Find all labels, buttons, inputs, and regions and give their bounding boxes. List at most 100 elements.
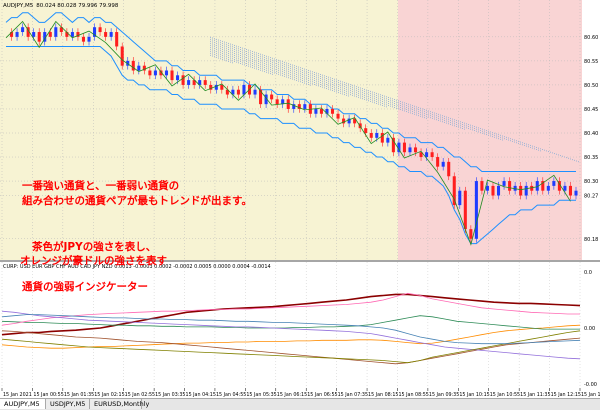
strength-line-gbp — [1, 330, 581, 365]
price-candle — [48, 32, 52, 37]
indicator-pane-bg — [0, 262, 582, 388]
price-candle — [54, 27, 58, 37]
price-candle — [37, 32, 41, 42]
x-tick-label: 15 Jan 07:35 — [338, 392, 368, 398]
price-candle — [21, 27, 25, 33]
price-candle — [259, 89, 263, 105]
price-y-tick-label: 80.30 — [584, 179, 598, 185]
x-tick-label: 15 Jan 10:55 — [490, 392, 520, 398]
price-candle — [209, 84, 213, 90]
strength-line-eur — [1, 324, 581, 349]
x-tick-label: 15 Jan 09:35 — [429, 392, 459, 398]
price-candle — [347, 118, 351, 124]
x-tick-label: 15 Jan 08:15 — [368, 392, 398, 398]
price-candle — [214, 84, 218, 90]
price-candle — [386, 137, 390, 143]
time-axis: 15 Jan 2021 15 Jan 00:55 15 Jan 01:35 15 Ja… — [1, 388, 600, 398]
price-y-tick-label: 80.35 — [584, 155, 598, 161]
price-candle — [408, 147, 412, 153]
price-candle — [115, 32, 119, 47]
price-candle — [131, 60, 135, 71]
price-candle — [375, 133, 379, 138]
price-candle — [203, 80, 207, 85]
price-y-tick-label: 80.50 — [584, 83, 598, 89]
price-candle — [508, 181, 512, 191]
x-tick-label: 15 Jan 12:15 — [551, 392, 581, 398]
price-candle — [253, 89, 257, 95]
x-tick-label: 15 Jan 02:55 — [125, 392, 155, 398]
price-candle — [264, 94, 268, 105]
indicator-y-ticks: 0.0 0.00 -0.00 — [584, 270, 597, 388]
price-candle — [87, 36, 91, 42]
price-candle — [126, 60, 130, 66]
price-candle — [281, 99, 285, 105]
price-candle — [397, 142, 401, 153]
price-candle — [15, 32, 19, 37]
price-candle — [192, 80, 196, 85]
price-candle — [76, 32, 80, 37]
price-candle — [98, 27, 102, 33]
price-candle — [65, 32, 69, 37]
price-y-tick-label: 80.18 — [584, 237, 598, 243]
price-candle — [170, 70, 174, 81]
band-line — [5, 12, 576, 172]
strength-line-nzd — [1, 314, 581, 345]
price-candle — [81, 36, 86, 42]
zigzag-line — [5, 20, 571, 246]
symbol-label: AUDJPY,M5 — [3, 3, 34, 9]
band-line — [6, 46, 576, 245]
price-candle — [314, 108, 318, 114]
price-candle — [275, 99, 279, 105]
price-y-tick-label: 80.60 — [584, 35, 598, 41]
indicator-y-tick-label: -0.00 — [584, 382, 597, 388]
x-tick-label: 15 Jan 06:15 — [277, 392, 307, 398]
currency-strength-lines — [1, 292, 581, 365]
strength-line-cad — [1, 310, 581, 360]
x-tick-label: 15 Jan 11:35 — [520, 392, 550, 398]
price-candle — [364, 128, 368, 133]
annotation-line-3: 茶色がJPYの強さを表し、 — [31, 240, 156, 253]
price-candle — [220, 84, 224, 90]
price-candle — [26, 27, 30, 37]
price-y-tick-label: 80.27 — [584, 194, 598, 200]
price-candle — [303, 104, 307, 109]
bollinger-bands — [5, 12, 576, 245]
chart-tab-bar: AUDJPY,M5 USDJPY,M5 EURUSD,Monthly — [0, 398, 600, 410]
x-tick-label: 15 Jan 04:15 — [186, 392, 216, 398]
price-candle — [236, 89, 240, 95]
price-candle — [380, 133, 384, 143]
price-candle — [441, 161, 445, 167]
ichimoku-cloud — [210, 36, 579, 163]
price-candle — [109, 32, 113, 37]
price-candle — [430, 152, 434, 158]
price-candle — [552, 181, 556, 186]
strength-line-usd — [1, 293, 581, 336]
price-candle — [297, 104, 301, 109]
price-candle — [458, 190, 462, 206]
price-candle — [496, 185, 501, 196]
price-candle — [391, 137, 395, 153]
tab-usdjpy-m5[interactable]: USDJPY,M5 — [46, 399, 90, 409]
price-candle — [524, 185, 528, 196]
price-candle — [292, 104, 296, 109]
price-candle — [286, 99, 290, 109]
price-candle — [142, 65, 146, 71]
price-candle — [502, 181, 506, 186]
price-y-tick-label: 80.40 — [584, 131, 598, 137]
price-candle — [574, 190, 578, 196]
indicator-annotation: 通貨の強弱インジケーター — [22, 280, 148, 293]
price-pane-bg-pink — [398, 0, 582, 260]
x-tick-label: 15 Jan 04:55 — [216, 392, 246, 398]
x-tick-label: 15 Jan 10:15 — [459, 392, 489, 398]
strength-line-chf — [1, 315, 580, 330]
price-candle — [463, 190, 467, 230]
price-y-tick-label: 80.45 — [584, 107, 598, 113]
price-candle — [159, 70, 163, 76]
price-candle — [104, 32, 108, 37]
price-candle — [413, 147, 418, 153]
tab-eurusd-monthly[interactable]: EURUSD,Monthly — [90, 399, 149, 409]
price-candle — [231, 89, 235, 95]
x-tick-label: 15 Jan 02:15 — [94, 392, 124, 398]
price-candle — [425, 152, 429, 158]
tab-audjpy-m5[interactable]: AUDJPY,M5 — [0, 399, 46, 409]
